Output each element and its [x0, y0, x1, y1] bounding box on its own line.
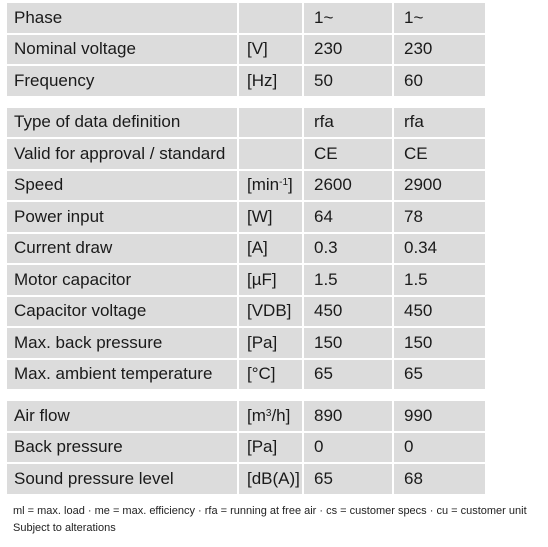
row-value-50hz: 0	[304, 432, 392, 462]
row-unit: [°C]	[239, 359, 302, 389]
row-value-50hz: CE	[304, 139, 392, 169]
row-label: Speed	[7, 170, 237, 200]
row-value-50hz: 150	[304, 328, 392, 358]
table-row: Air flow [m 3/h] 890 990	[7, 401, 487, 431]
table-row: Valid for approval / standard CE CE	[7, 139, 487, 169]
row-value-50hz: 450	[304, 296, 392, 326]
table-row: Type of data definition rfa rfa	[7, 107, 487, 137]
unit-tail: /h]	[271, 405, 291, 425]
row-unit: [VDB]	[239, 296, 302, 326]
row-value-60hz: 2900	[394, 170, 485, 200]
alterations-note: Subject to alterations	[13, 522, 116, 534]
row-value-50hz: 1.5	[304, 265, 392, 295]
row-label: Nominal voltage	[7, 34, 237, 64]
row-value-60hz: 60	[394, 66, 485, 96]
row-value-50hz: 230	[304, 34, 392, 64]
row-value-60hz: 0	[394, 432, 485, 462]
table-row: Phase 1~ 1~	[7, 3, 487, 33]
row-value-50hz: rfa	[304, 107, 392, 137]
table-row: Max. ambient temperature [°C] 65 65	[7, 359, 487, 389]
row-label: Sound pressure level	[7, 464, 237, 494]
row-value-60hz: 68	[394, 464, 485, 494]
row-value-60hz: 0.34	[394, 233, 485, 263]
row-value-50hz: 2600	[304, 170, 392, 200]
row-label: Max. back pressure	[7, 328, 237, 358]
abbreviation-legend: ml = max. load · me = max. efficiency · …	[13, 505, 527, 517]
table-row: Speed [min -1] 2600 2900	[7, 170, 487, 200]
row-label: Frequency	[7, 66, 237, 96]
table-row: Nominal voltage [V] 230 230	[7, 34, 487, 64]
row-unit: [W]	[239, 202, 302, 232]
row-value-50hz: 890	[304, 401, 392, 431]
spec-table: Phase 1~ 1~ Nominal voltage [V] 230 230 …	[7, 3, 487, 496]
row-unit	[239, 139, 302, 169]
row-value-50hz: 0.3	[304, 233, 392, 263]
unit-base: [m	[247, 405, 266, 425]
table-row: Motor capacitor [µF] 1.5 1.5	[7, 265, 487, 295]
table-row: Capacitor voltage [VDB] 450 450	[7, 296, 487, 326]
row-value-60hz: 65	[394, 359, 485, 389]
row-value-60hz: 1.5	[394, 265, 485, 295]
row-unit: [Pa]	[239, 328, 302, 358]
row-label: Current draw	[7, 233, 237, 263]
row-unit: [min -1]	[239, 170, 302, 200]
row-label: Max. ambient temperature	[7, 359, 237, 389]
table-row: Frequency [Hz] 50 60	[7, 66, 487, 96]
table-row: Current draw [A] 0.3 0.34	[7, 233, 487, 263]
row-value-60hz: 78	[394, 202, 485, 232]
row-unit: [Pa]	[239, 432, 302, 462]
unit-base: [min	[247, 175, 280, 195]
row-unit: [µF]	[239, 265, 302, 295]
footnote: ml = max. load · me = max. efficiency · …	[13, 503, 527, 537]
row-value-50hz: 65	[304, 359, 392, 389]
row-value-60hz: 1~	[394, 3, 485, 33]
row-label: Back pressure	[7, 432, 237, 462]
row-value-60hz: 450	[394, 296, 485, 326]
row-label: Valid for approval / standard	[7, 139, 237, 169]
table-row: Sound pressure level [dB(A)] 65 68	[7, 464, 487, 494]
row-unit	[239, 3, 302, 33]
unit-tail: ]	[288, 175, 293, 195]
table-row: Power input [W] 64 78	[7, 202, 487, 232]
table-row: Back pressure [Pa] 0 0	[7, 432, 487, 462]
row-unit: [A]	[239, 233, 302, 263]
row-value-60hz: rfa	[394, 107, 485, 137]
row-label: Power input	[7, 202, 237, 232]
row-label: Type of data definition	[7, 107, 237, 137]
row-value-60hz: 990	[394, 401, 485, 431]
row-label: Air flow	[7, 401, 237, 431]
row-unit: [m 3/h]	[239, 401, 302, 431]
row-value-60hz: 150	[394, 328, 485, 358]
row-unit: [V]	[239, 34, 302, 64]
row-label: Motor capacitor	[7, 265, 237, 295]
row-unit: [dB(A)]	[239, 464, 302, 494]
row-value-50hz: 64	[304, 202, 392, 232]
table-row: Max. back pressure [Pa] 150 150	[7, 328, 487, 358]
row-value-60hz: CE	[394, 139, 485, 169]
row-unit: [Hz]	[239, 66, 302, 96]
row-value-50hz: 65	[304, 464, 392, 494]
row-label: Capacitor voltage	[7, 296, 237, 326]
row-label: Phase	[7, 3, 237, 33]
row-value-60hz: 230	[394, 34, 485, 64]
row-unit	[239, 107, 302, 137]
row-value-50hz: 1~	[304, 3, 392, 33]
row-value-50hz: 50	[304, 66, 392, 96]
